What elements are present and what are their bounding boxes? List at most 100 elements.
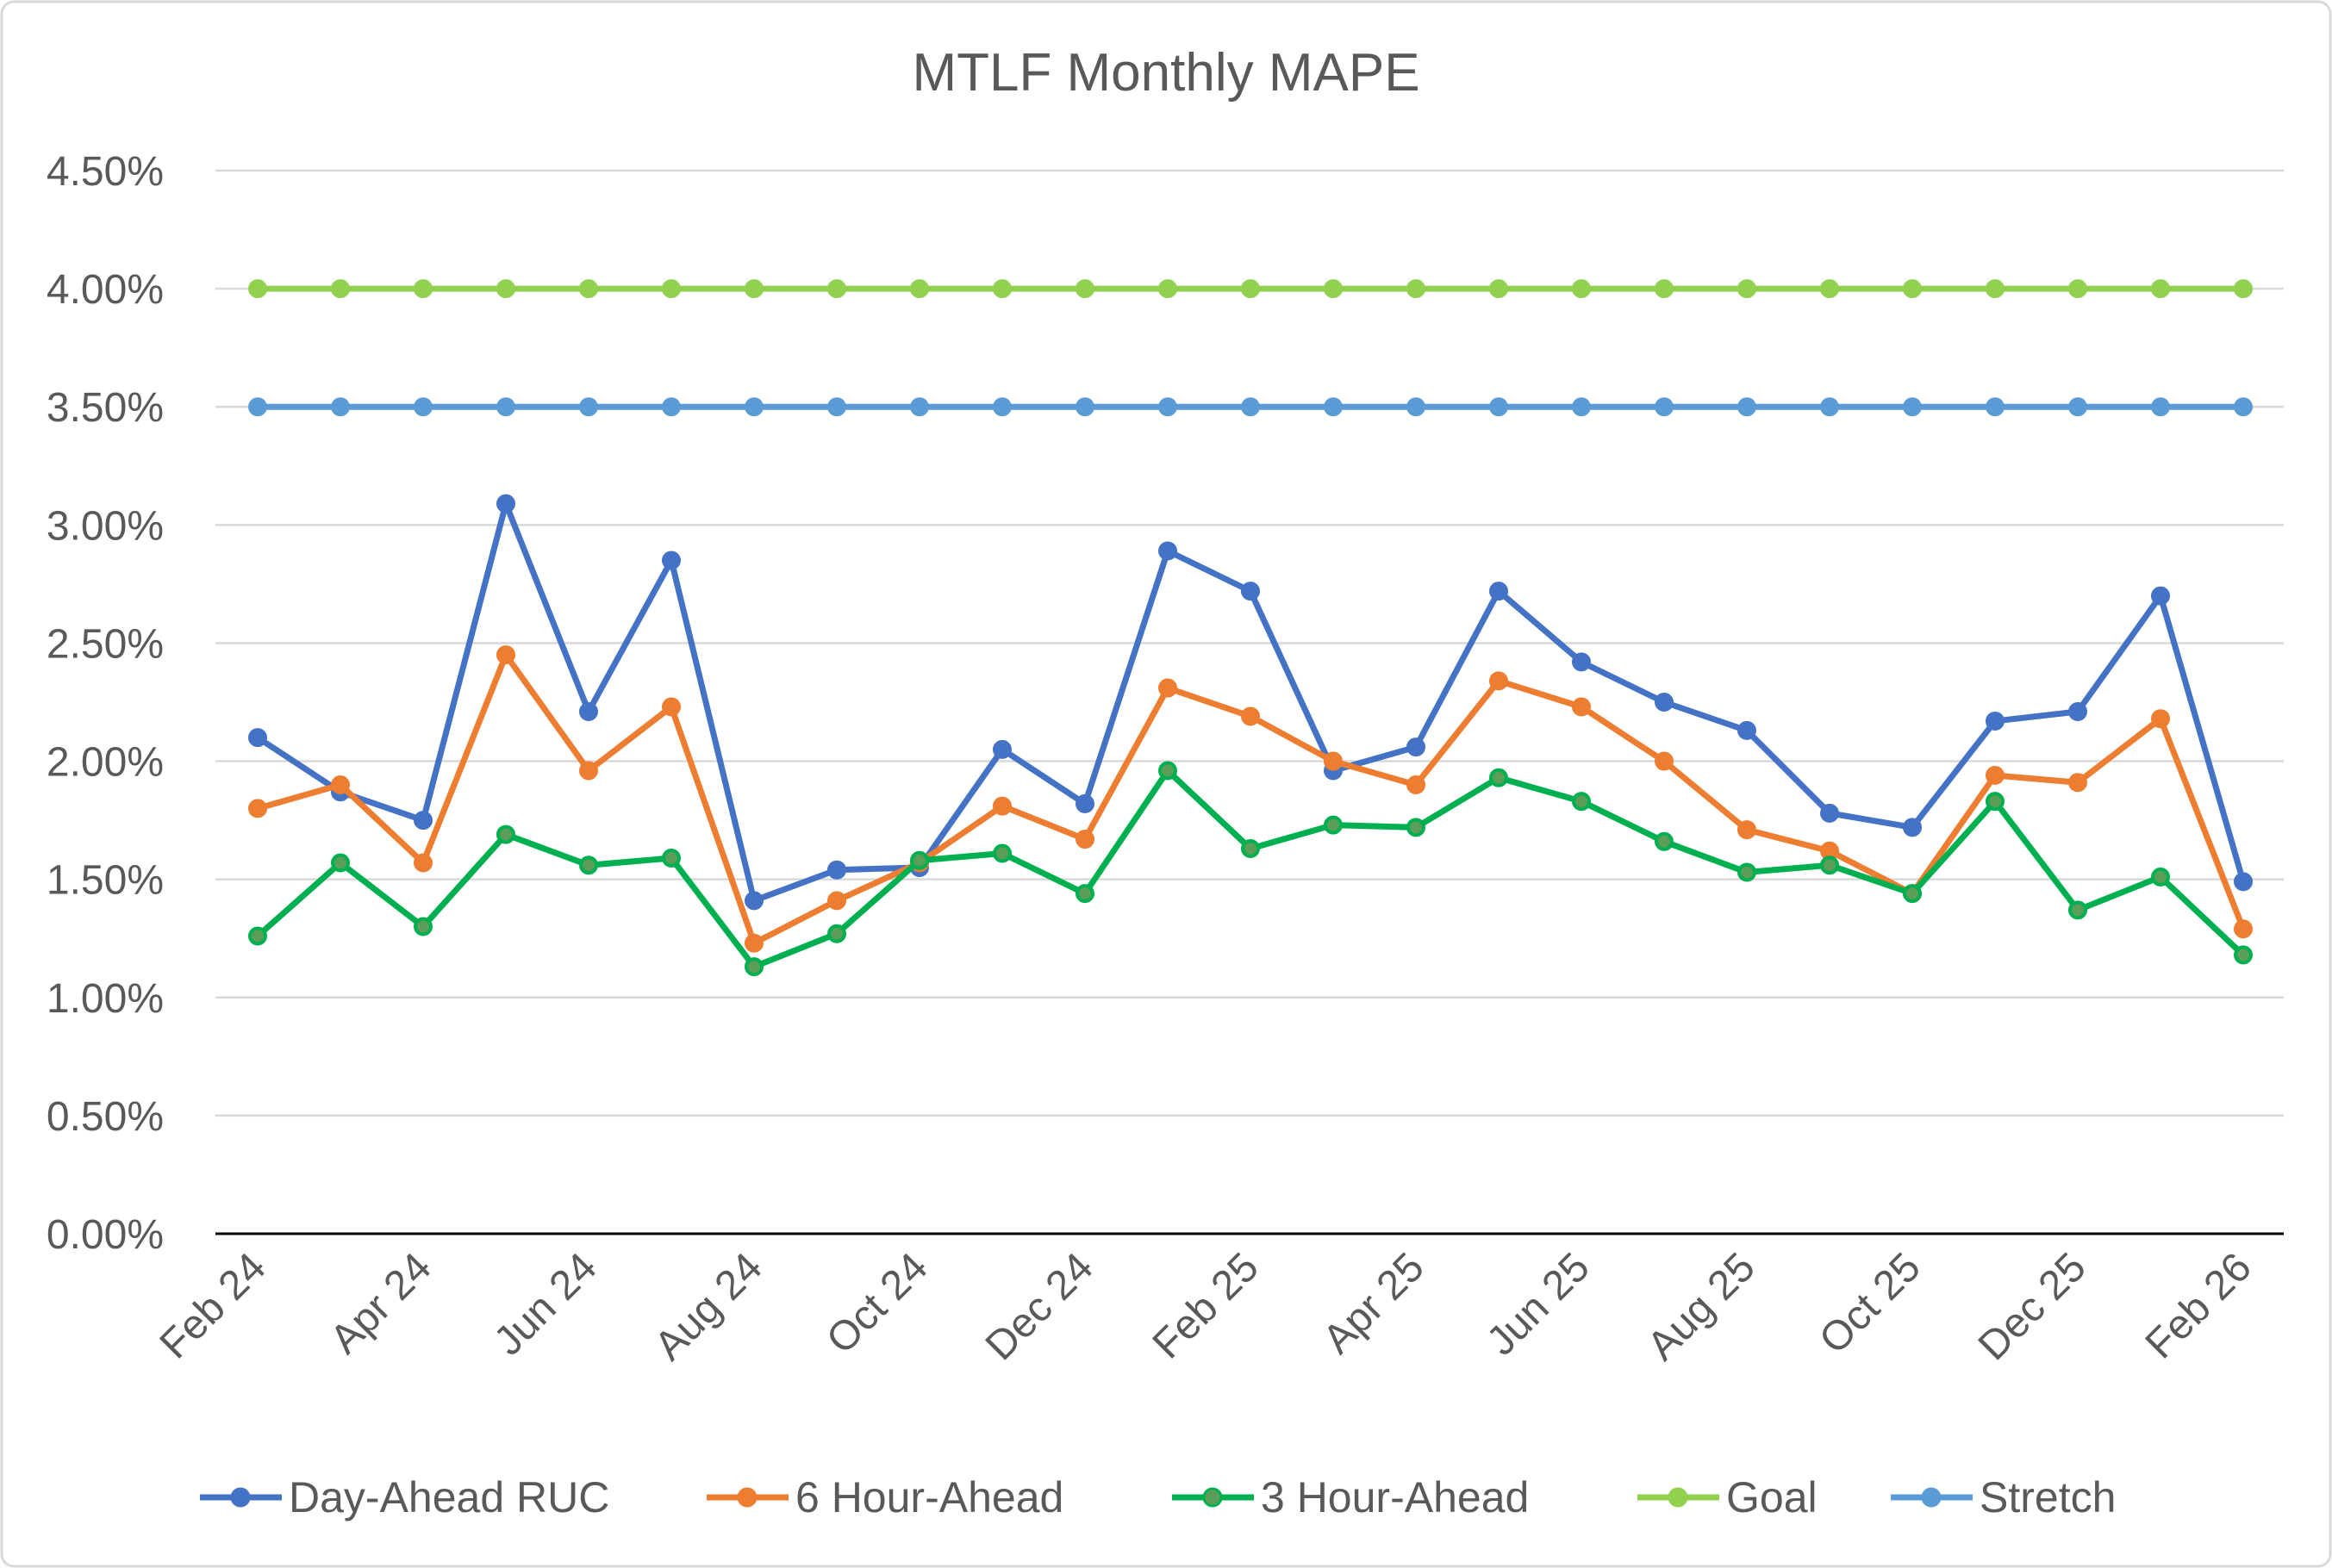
data-point — [1158, 761, 1177, 781]
y-tick-label: 4.50% — [47, 149, 164, 195]
data-point — [1158, 397, 1177, 417]
y-tick-label: 2.00% — [47, 740, 164, 786]
data-point — [2234, 945, 2253, 965]
data-point — [1406, 737, 1425, 757]
data-point — [1241, 279, 1260, 299]
data-point — [993, 279, 1012, 299]
data-point — [2151, 586, 2170, 606]
data-point — [1986, 766, 2005, 786]
data-point — [2234, 397, 2253, 417]
y-tick-label: 0.00% — [47, 1212, 164, 1258]
legend-marker-icon — [1202, 1487, 1223, 1508]
data-point — [662, 279, 681, 299]
y-tick-label: 1.50% — [47, 858, 164, 904]
data-point — [1655, 397, 1674, 417]
data-point — [2068, 900, 2087, 920]
data-point — [331, 775, 350, 794]
data-point — [2068, 701, 2087, 721]
data-point — [827, 924, 846, 943]
series-goal — [248, 279, 2253, 299]
data-point — [1655, 751, 1674, 771]
data-point — [1489, 671, 1508, 691]
data-point — [579, 761, 598, 781]
data-point — [248, 728, 267, 748]
legend-item: Stretch — [1891, 1473, 2116, 1521]
data-point — [248, 799, 267, 818]
data-point — [1076, 397, 1094, 417]
data-point — [1572, 652, 1591, 672]
data-point — [827, 891, 846, 911]
data-point — [1324, 815, 1343, 835]
data-point — [993, 843, 1012, 863]
data-point — [1076, 830, 1094, 849]
data-point — [2234, 279, 2253, 299]
data-point — [662, 551, 681, 570]
data-point — [1737, 862, 1756, 882]
data-point — [910, 850, 929, 870]
legend-item: 6 Hour-Ahead — [707, 1473, 1063, 1521]
data-point — [1737, 397, 1756, 417]
data-point — [496, 824, 515, 844]
data-point — [1820, 803, 1839, 823]
legend-marker-icon — [1668, 1487, 1688, 1508]
data-point — [1406, 775, 1425, 794]
data-point — [1986, 279, 2005, 299]
data-point — [827, 397, 846, 417]
data-point — [1324, 279, 1343, 299]
y-tick-label: 4.00% — [47, 267, 164, 313]
legend-marker-icon — [1921, 1487, 1942, 1508]
data-point — [1820, 856, 1839, 875]
data-point — [248, 926, 267, 946]
data-point — [1655, 279, 1674, 299]
data-point — [827, 860, 846, 880]
y-tick-label: 3.50% — [47, 385, 164, 431]
data-point — [331, 279, 350, 299]
data-point — [1737, 279, 1756, 299]
data-point — [1655, 831, 1674, 851]
data-point — [248, 279, 267, 299]
legend-item: Goal — [1637, 1473, 1818, 1521]
data-point — [414, 811, 433, 831]
data-point — [1241, 397, 1260, 417]
data-point — [2151, 867, 2170, 887]
data-point — [1986, 397, 2005, 417]
data-point — [2151, 397, 2170, 417]
series-3-hour-ahead — [248, 761, 2253, 977]
data-point — [1158, 541, 1177, 561]
data-point — [993, 739, 1012, 759]
y-tick-label: 2.50% — [47, 621, 164, 667]
data-point — [331, 853, 350, 873]
data-point — [1820, 397, 1839, 417]
data-point — [827, 279, 846, 299]
data-point — [662, 848, 681, 868]
legend-label: Day-Ahead RUC — [289, 1473, 609, 1521]
legend-marker-icon — [230, 1487, 251, 1508]
legend-item: Day-Ahead RUC — [200, 1473, 609, 1521]
data-point — [331, 397, 350, 417]
data-point — [2068, 773, 2087, 793]
data-point — [1241, 582, 1260, 601]
legend-label: Stretch — [1980, 1473, 2116, 1521]
data-point — [1572, 792, 1591, 812]
y-tick-label: 1.00% — [47, 976, 164, 1022]
data-point — [1737, 820, 1756, 840]
data-point — [496, 279, 515, 299]
data-point — [910, 279, 929, 299]
data-point — [1158, 678, 1177, 698]
data-point — [1572, 279, 1591, 299]
data-point — [1986, 792, 2005, 812]
data-point — [1572, 697, 1591, 717]
data-point — [414, 853, 433, 873]
data-point — [2151, 709, 2170, 729]
data-point — [1406, 279, 1425, 299]
data-point — [745, 891, 764, 911]
data-point — [1406, 397, 1425, 417]
data-point — [2234, 919, 2253, 939]
data-point — [1903, 397, 1922, 417]
series-stretch — [248, 397, 2253, 417]
data-point — [248, 397, 267, 417]
data-point — [414, 917, 433, 936]
data-point — [1241, 839, 1260, 859]
data-point — [579, 701, 598, 721]
data-point — [414, 397, 433, 417]
